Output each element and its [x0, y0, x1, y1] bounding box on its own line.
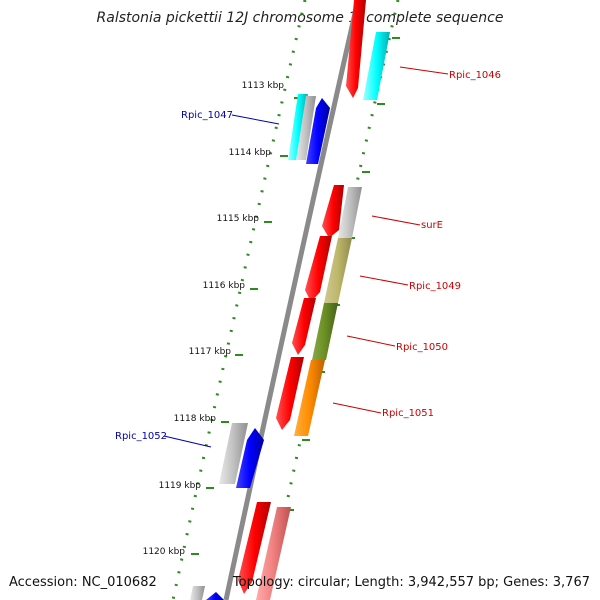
- scale-label: 1113 kbp: [242, 81, 285, 91]
- scale-bar: 1113 kbp 1114 kbp 1115 kbp 1116 kbp 1117…: [143, 37, 400, 557]
- scale-label: 1119 kbp: [159, 481, 202, 491]
- gene-feature-rpic-1049-olive[interactable]: [324, 238, 352, 303]
- gene-arrow-sure[interactable]: [322, 185, 344, 238]
- gene-feature-rpic-1047-gray[interactable]: [296, 96, 316, 160]
- gene-feature-sure-gray[interactable]: [338, 187, 362, 238]
- scale-label: 1115 kbp: [217, 214, 260, 224]
- reverse-genes: [190, 94, 330, 600]
- scale-label: 1116 kbp: [203, 281, 246, 291]
- scale-label: 1120 kbp: [143, 547, 186, 557]
- gene-feature-rpic-1046-cyan[interactable]: [363, 32, 390, 100]
- gene-feature-rpic-1052-gray[interactable]: [219, 423, 248, 484]
- gene-label-rpic-1052[interactable]: Rpic_1052: [115, 431, 167, 442]
- gene-arrow-rpic-1049[interactable]: [305, 236, 332, 302]
- scale-label: 1114 kbp: [229, 148, 272, 158]
- chromosome-backbone: [223, 0, 361, 600]
- gene-arrow-rpic-1050[interactable]: [292, 298, 316, 355]
- accession-text: Accession: NC_010682: [9, 575, 157, 590]
- gene-label-rpic-1046[interactable]: Rpic_1046: [449, 70, 501, 81]
- leader-lines: [163, 66, 449, 448]
- gene-label-rpic-1051[interactable]: Rpic_1051: [382, 408, 434, 419]
- gene-feature-lower-pink[interactable]: [256, 507, 291, 600]
- gene-label-rpic-1047[interactable]: Rpic_1047: [181, 110, 233, 121]
- gene-feature-rpic-1051-orange[interactable]: [294, 360, 325, 436]
- gene-label-rpic-1049[interactable]: Rpic_1049: [409, 281, 461, 292]
- gene-arrow-rpic-1047[interactable]: [306, 98, 330, 164]
- map-title: Ralstonia pickettii 12J chromosome 1, co…: [96, 10, 504, 26]
- gene-feature-rpic-1050-green[interactable]: [312, 303, 338, 360]
- scale-label: 1117 kbp: [189, 347, 232, 357]
- topology-text: Topology: circular; Length: 3,942,557 bp…: [232, 575, 590, 590]
- gene-feature-bottom-gray[interactable]: [190, 586, 205, 600]
- scale-label: 1118 kbp: [174, 414, 217, 424]
- gene-label-sure[interactable]: surE: [421, 220, 443, 231]
- gene-arrow-rpic-1046[interactable]: [346, 0, 366, 98]
- gene-arrow-rpic-1051[interactable]: [276, 357, 304, 430]
- gene-labels: Rpic_1046 Rpic_1047 surE Rpic_1049 Rpic_…: [115, 70, 501, 442]
- gene-label-rpic-1050[interactable]: Rpic_1050: [396, 342, 448, 353]
- gene-arrow-lower-red[interactable]: [238, 502, 271, 594]
- forward-genes: [238, 0, 390, 600]
- gene-arrow-rpic-1052[interactable]: [236, 428, 264, 488]
- gene-feature-rpic-1047-cyan[interactable]: [288, 94, 308, 160]
- gene-arrow-bottom-blue[interactable]: [206, 592, 224, 600]
